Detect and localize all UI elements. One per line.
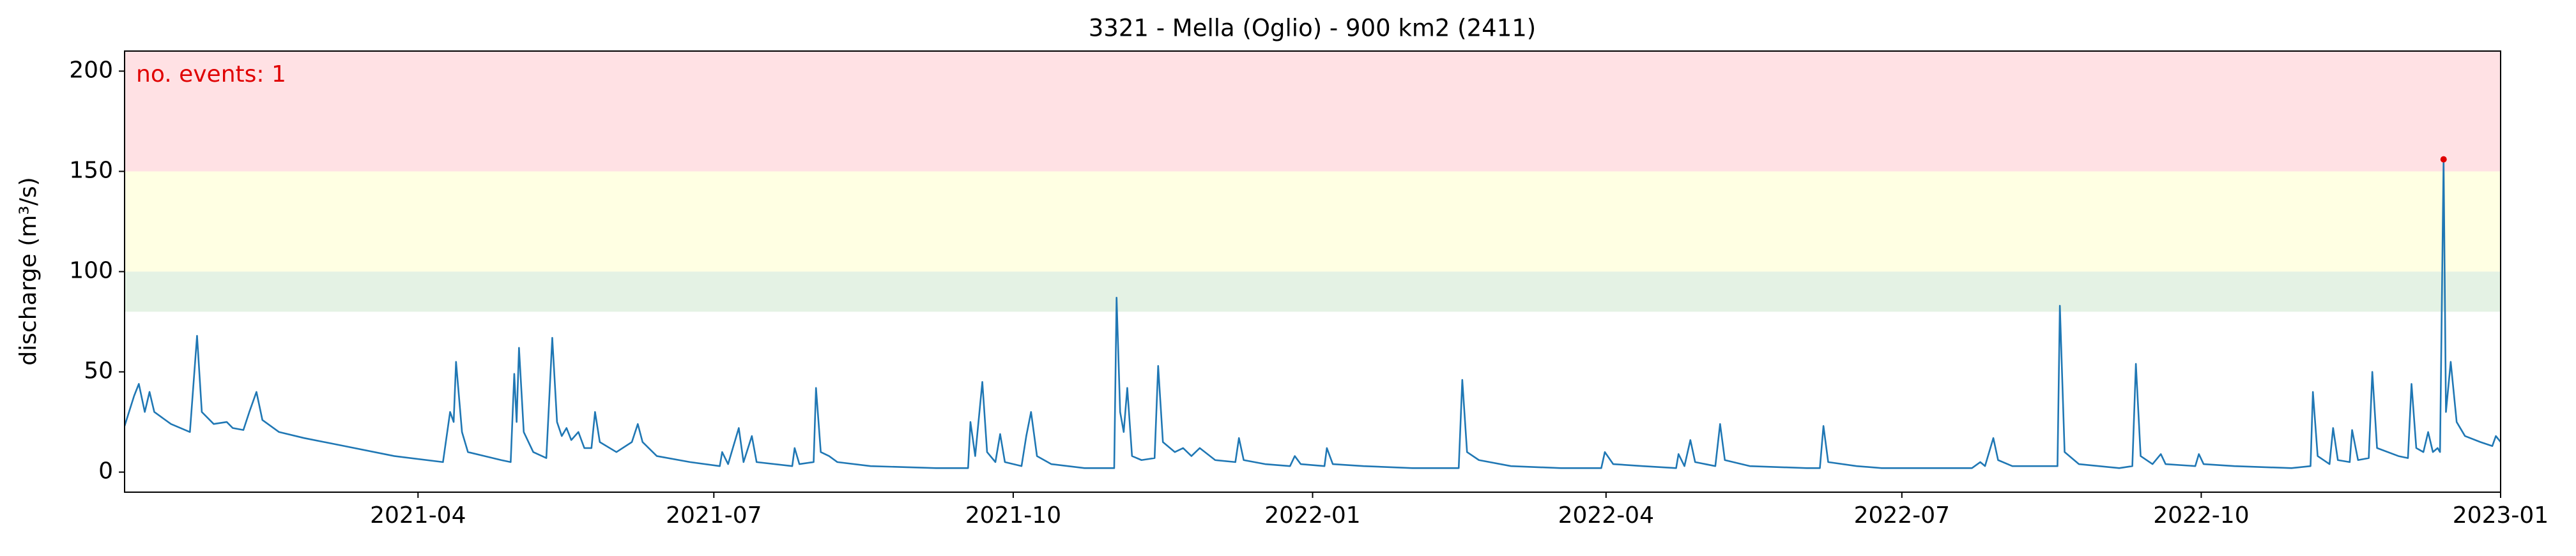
threshold-band <box>125 271 2501 312</box>
data-line <box>125 158 2501 469</box>
x-tick-label: 2021-10 <box>965 502 1061 529</box>
y-tick-label: 50 <box>84 358 113 384</box>
threshold-band <box>125 51 2501 172</box>
x-tick-label: 2022-07 <box>1854 502 1950 529</box>
y-tick-label: 150 <box>69 157 113 183</box>
threshold-band <box>125 171 2501 272</box>
x-tick-label: 2022-01 <box>1264 502 1360 529</box>
x-tick-label: 2021-04 <box>370 502 466 529</box>
event-count: no. events: 1 <box>136 61 286 87</box>
event-marker <box>2440 156 2447 163</box>
y-axis-label: discharge (m³/s) <box>15 177 42 365</box>
y-tick-label: 200 <box>69 57 113 83</box>
plot-frame <box>124 50 2501 493</box>
x-tick-label: 2022-04 <box>1558 502 1654 529</box>
x-tick-label: 2023-01 <box>2453 502 2549 529</box>
chart-title: 3321 - Mella (Oglio) - 900 km2 (2411) <box>1089 15 1536 42</box>
x-tick-label: 2022-10 <box>2153 502 2249 529</box>
y-tick-label: 0 <box>98 458 113 485</box>
x-tick-label: 2021-07 <box>666 502 762 529</box>
y-tick-label: 100 <box>69 258 113 284</box>
